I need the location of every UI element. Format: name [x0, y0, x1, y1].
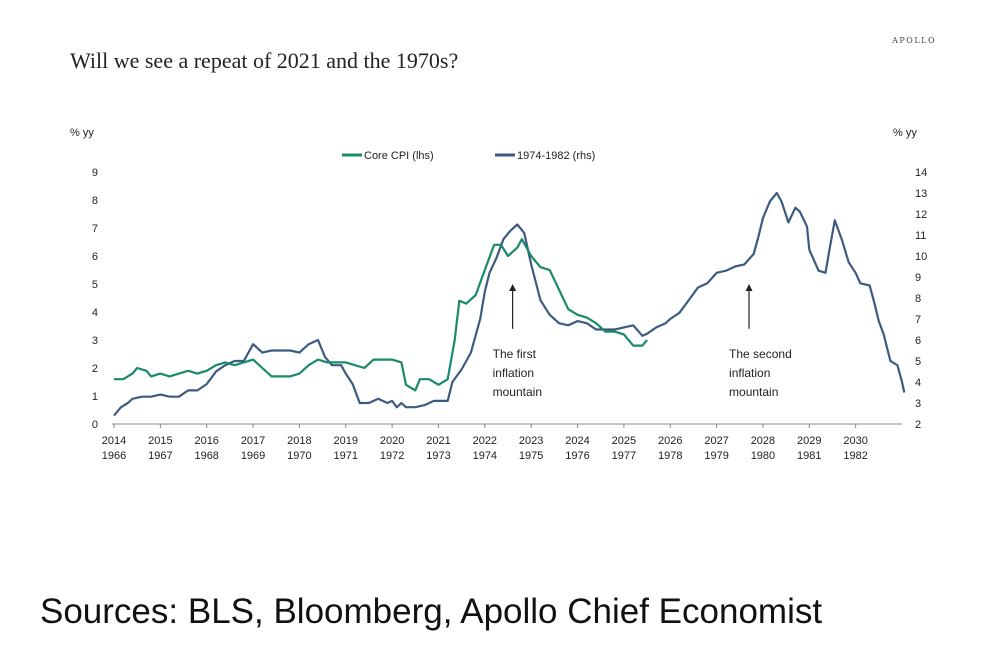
x-tick-label: 2016: [194, 435, 218, 447]
right-tick-label: 14: [915, 167, 927, 179]
x-tick-label: 2030: [843, 435, 867, 447]
x-tick-label: 2017: [241, 435, 265, 447]
x-tick-label-secondary: 1971: [334, 450, 358, 462]
right-tick-label: 12: [915, 209, 927, 221]
annotation-label: The second: [729, 347, 792, 361]
chart-title: Will we see a repeat of 2021 and the 197…: [70, 48, 459, 73]
x-tick-label: 2015: [148, 435, 172, 447]
left-tick-label: 5: [92, 279, 98, 291]
legend-label-1974-1982: 1974-1982 (rhs): [517, 150, 595, 162]
right-tick-label: 9: [915, 272, 921, 284]
x-tick-label-secondary: 1980: [751, 450, 775, 462]
x-axis-ticks: 2014 1966 2015 1967 2016 1968 2017 1969 2018 1970…: [102, 424, 868, 462]
x-tick-label: 2023: [519, 435, 543, 447]
series-line-1974-1982: [113, 191, 906, 417]
left-tick-label: 8: [92, 195, 98, 207]
annotation-label: mountain: [493, 385, 542, 399]
right-tick-label: 4: [915, 377, 921, 389]
x-tick-label-secondary: 1981: [797, 450, 821, 462]
annotation-label: The first: [493, 347, 537, 361]
x-tick-label: 2021: [426, 435, 450, 447]
x-tick-label-secondary: 1982: [843, 450, 867, 462]
right-tick-label: 5: [915, 356, 921, 368]
left-tick-label: 1: [92, 391, 98, 403]
x-tick-label: 2029: [797, 435, 821, 447]
brand-logo: APOLLO: [892, 36, 936, 45]
x-tick-label: 2026: [658, 435, 682, 447]
x-tick-label-secondary: 1977: [612, 450, 636, 462]
left-tick-label: 3: [92, 335, 98, 347]
x-tick-label: 2022: [473, 435, 497, 447]
x-tick-label-secondary: 1978: [658, 450, 682, 462]
right-tick-label: 10: [915, 251, 927, 263]
right-tick-label: 13: [915, 188, 927, 200]
right-tick-label: 8: [915, 293, 921, 305]
series-line-core-cpi: [114, 238, 648, 392]
source-note: Sources: BLS, Bloomberg, Apollo Chief Ec…: [40, 592, 823, 631]
annotation-layer: The first inflation mountain The second infl…: [493, 284, 792, 399]
right-tick-label: 3: [915, 398, 921, 410]
right-tick-label: 2: [915, 419, 921, 431]
dual-axis-line-chart: % yy % yy Core CPI (lhs) 1974-1982 (rhs)…: [70, 127, 927, 462]
x-tick-label: 2027: [704, 435, 728, 447]
x-tick-label: 2018: [287, 435, 311, 447]
x-tick-label-secondary: 1966: [102, 450, 126, 462]
annotation-label: mountain: [729, 385, 778, 399]
x-tick-label: 2020: [380, 435, 404, 447]
left-tick-label: 9: [92, 167, 98, 179]
left-tick-label: 4: [92, 307, 98, 319]
x-tick-label-secondary: 1979: [704, 450, 728, 462]
legend-label-core-cpi: Core CPI (lhs): [364, 150, 434, 162]
left-tick-label: 0: [92, 419, 98, 431]
x-tick-label-secondary: 1968: [194, 450, 218, 462]
x-tick-label: 2014: [102, 435, 126, 447]
right-tick-label: 11: [915, 230, 926, 242]
right-axis-unit: % yy: [893, 127, 917, 139]
left-axis-ticks: 0 1 2 3 4 5 6 7 8 9: [92, 167, 98, 431]
x-tick-label-secondary: 1967: [148, 450, 172, 462]
annotation-label: inflation: [729, 366, 770, 380]
x-tick-label-secondary: 1969: [241, 450, 265, 462]
left-tick-label: 2: [92, 363, 98, 375]
right-axis-ticks: 2 3 4 5 6 7 8 9 10 11 12 13 14: [915, 167, 927, 431]
left-tick-label: 7: [92, 223, 98, 235]
x-tick-label: 2024: [565, 435, 589, 447]
annotation-label: inflation: [493, 366, 534, 380]
x-tick-label-secondary: 1970: [287, 450, 311, 462]
x-tick-label: 2019: [334, 435, 358, 447]
x-tick-label-secondary: 1973: [426, 450, 450, 462]
x-tick-label-secondary: 1976: [565, 450, 589, 462]
x-tick-label-secondary: 1975: [519, 450, 543, 462]
legend: Core CPI (lhs) 1974-1982 (rhs): [342, 150, 595, 162]
left-tick-label: 6: [92, 251, 98, 263]
right-tick-label: 6: [915, 335, 921, 347]
annotation-arrow-head: [745, 284, 753, 291]
x-tick-label: 2028: [751, 435, 775, 447]
right-tick-label: 7: [915, 314, 921, 326]
x-tick-label-secondary: 1974: [473, 450, 497, 462]
left-axis-unit: % yy: [70, 127, 94, 139]
annotation-arrow-head: [509, 284, 517, 291]
x-tick-label-secondary: 1972: [380, 450, 404, 462]
series-layer: [113, 191, 906, 417]
x-tick-label: 2025: [612, 435, 636, 447]
